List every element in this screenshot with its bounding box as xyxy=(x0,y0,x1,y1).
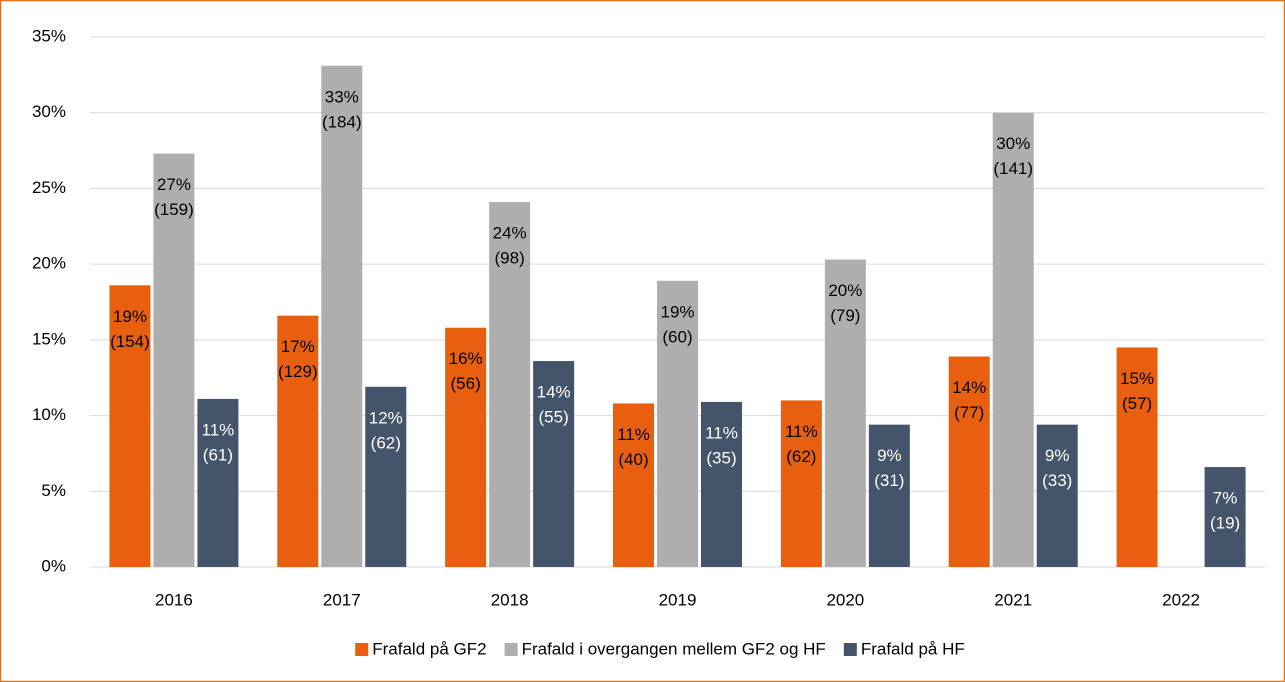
data-label: (60) xyxy=(662,327,692,346)
data-label: (129) xyxy=(278,362,318,381)
x-tick-label: 2017 xyxy=(323,590,361,609)
data-label: 11% xyxy=(202,420,235,439)
data-label: 27% xyxy=(157,175,191,194)
y-tick-label: 0% xyxy=(41,556,66,575)
bar xyxy=(1204,467,1246,567)
data-label: (141) xyxy=(993,159,1033,178)
x-tick-label: 2016 xyxy=(155,590,193,609)
legend-label: Frafald på GF2 xyxy=(372,639,486,658)
data-label: 14% xyxy=(952,378,986,397)
x-tick-label: 2021 xyxy=(994,590,1032,609)
bar xyxy=(780,400,822,567)
data-label: 33% xyxy=(325,87,359,106)
data-label: (56) xyxy=(451,374,481,393)
data-label: 11% xyxy=(617,425,650,444)
data-label: (98) xyxy=(495,249,525,268)
bar xyxy=(321,65,363,568)
legend-swatch xyxy=(504,643,518,656)
data-label: 11% xyxy=(705,423,738,442)
bar xyxy=(657,280,698,567)
x-tick-label: 2020 xyxy=(826,590,864,609)
y-tick-label: 10% xyxy=(32,405,66,424)
bar xyxy=(824,259,866,567)
bar xyxy=(613,403,654,567)
data-label: 19% xyxy=(113,307,147,326)
data-label: 30% xyxy=(996,134,1030,153)
y-tick-label: 35% xyxy=(32,26,66,45)
data-label: (62) xyxy=(786,447,816,466)
data-label: 12% xyxy=(369,408,403,427)
bar xyxy=(868,424,910,567)
data-label: 17% xyxy=(281,337,315,356)
data-label: 9% xyxy=(877,446,902,465)
data-label: 9% xyxy=(1045,446,1070,465)
data-label: (31) xyxy=(874,471,904,490)
data-label: 20% xyxy=(828,281,862,300)
y-tick-label: 15% xyxy=(32,329,66,348)
bar xyxy=(701,401,742,567)
data-label: (62) xyxy=(371,433,401,452)
bar xyxy=(992,112,1034,567)
y-tick-label: 20% xyxy=(32,254,66,273)
bar xyxy=(277,315,319,567)
data-label: (19) xyxy=(1210,514,1240,533)
data-label: (159) xyxy=(154,200,194,219)
x-tick-label: 2019 xyxy=(659,590,697,609)
data-label: (40) xyxy=(618,450,648,469)
bar xyxy=(489,202,531,568)
bar xyxy=(948,356,990,567)
bar xyxy=(365,386,407,567)
data-label: 16% xyxy=(449,349,483,368)
y-tick-label: 30% xyxy=(32,102,66,121)
data-label: 24% xyxy=(493,224,527,243)
data-label: (79) xyxy=(830,306,860,325)
bar xyxy=(533,361,575,567)
y-tick-label: 25% xyxy=(32,178,66,197)
data-label: 14% xyxy=(537,383,571,402)
x-tick-label: 2022 xyxy=(1162,590,1200,609)
data-label: (77) xyxy=(954,403,984,422)
data-label: 7% xyxy=(1213,489,1238,508)
bar xyxy=(1116,347,1158,567)
data-label: 11% xyxy=(785,422,818,441)
bar xyxy=(197,398,239,567)
data-label: (55) xyxy=(539,408,569,427)
bar xyxy=(109,285,151,567)
data-label: (35) xyxy=(706,448,736,467)
data-label: 19% xyxy=(660,302,694,321)
legend-swatch xyxy=(355,643,369,656)
data-label: (154) xyxy=(110,332,150,351)
data-label: (57) xyxy=(1122,394,1152,413)
data-label: 15% xyxy=(1120,369,1154,388)
legend-swatch xyxy=(843,643,857,656)
legend-label: Frafald i overgangen mellem GF2 og HF xyxy=(522,639,826,658)
data-label: (61) xyxy=(203,445,233,464)
data-label: (184) xyxy=(322,112,362,131)
legend-label: Frafald på HF xyxy=(861,639,965,658)
x-tick-label: 2018 xyxy=(491,590,529,609)
data-label: (33) xyxy=(1042,471,1072,490)
bar xyxy=(1036,424,1078,567)
bar xyxy=(153,153,195,567)
bar xyxy=(445,327,487,567)
y-tick-label: 5% xyxy=(41,481,66,500)
